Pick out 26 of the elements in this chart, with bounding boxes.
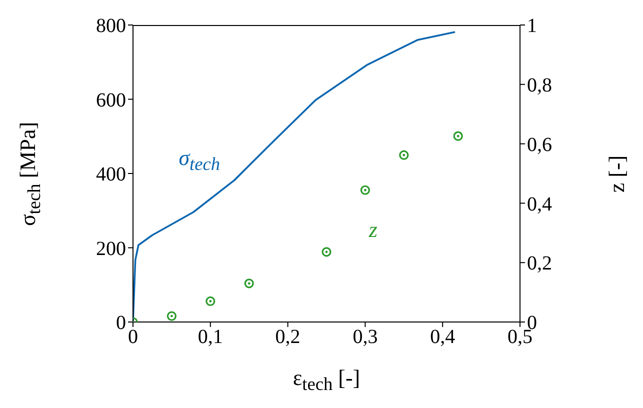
point — [399, 150, 409, 160]
y-tick-label: 800 — [96, 15, 126, 38]
x-tick-label: 0,3 — [352, 326, 378, 348]
y-tick-label: 400 — [96, 164, 126, 186]
point — [166, 311, 176, 321]
x-tick-label: 0,4 — [430, 326, 456, 348]
line-series — [133, 31, 456, 322]
y2-tick-label: 0,6 — [527, 134, 552, 156]
y-tick-label: 0 — [116, 312, 126, 334]
y-tick-label: 600 — [96, 89, 126, 112]
point — [360, 185, 370, 195]
series-label: z — [368, 217, 378, 242]
x-axis-title: ε$_{tech}$ [-] — [292, 364, 360, 394]
y2-tick-label: 1 — [527, 15, 537, 38]
series-label: σ$_{tech}$ — [178, 144, 220, 174]
x-tick-label: 0,1 — [198, 326, 223, 348]
point — [453, 131, 463, 141]
x-tick-label: 0,2 — [275, 326, 300, 348]
point — [206, 296, 216, 306]
point — [322, 247, 332, 257]
point — [244, 278, 254, 288]
y2-tick-label: 0,4 — [527, 193, 552, 216]
y2-tick-label: 0,2 — [527, 252, 552, 275]
y-tick-label: 200 — [96, 238, 126, 260]
y2-axis-title: z [-] — [604, 154, 629, 192]
y2-tick-label: 0,8 — [527, 74, 552, 96]
